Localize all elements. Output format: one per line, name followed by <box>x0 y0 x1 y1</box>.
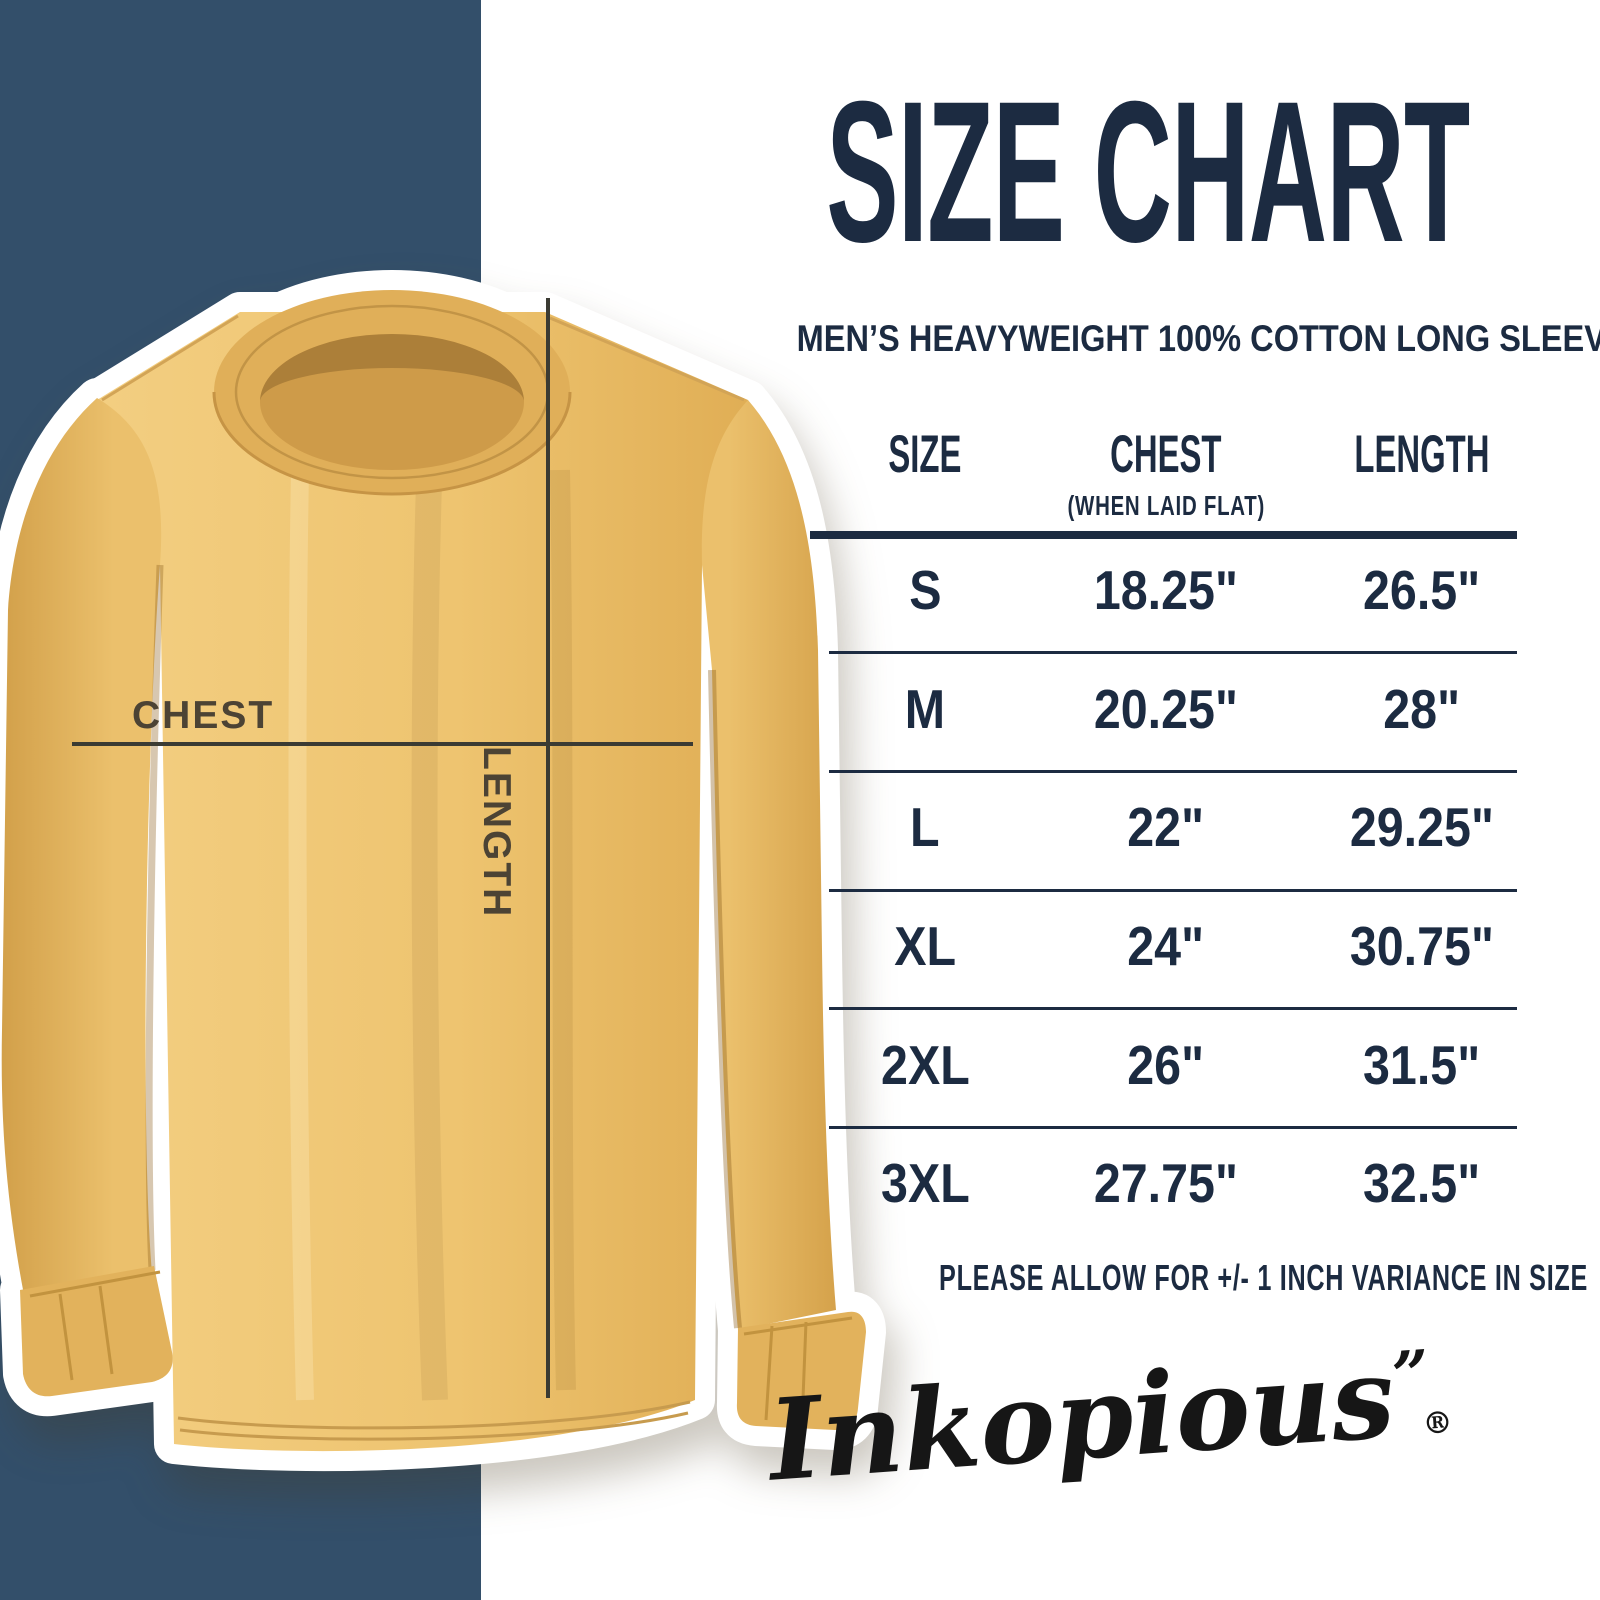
row-l-size: L <box>910 796 940 858</box>
row-3xl-chest: 27.75" <box>1093 1152 1239 1214</box>
length-measure-label: LENGTH <box>475 746 518 919</box>
row-xl-length: 30.75" <box>1349 915 1495 977</box>
row-divider <box>829 651 1517 654</box>
row-2xl-chest: 26" <box>1127 1034 1205 1096</box>
column-header-length: LENGTH <box>1354 425 1490 484</box>
chest-measure-line <box>72 742 693 746</box>
row-s-size: S <box>908 559 942 621</box>
row-2xl-size: 2XL <box>880 1034 970 1096</box>
page-subtitle: MEN’S HEAVYWEIGHT 100% COTTON LONG SLEEV… <box>740 320 1600 357</box>
row-3xl-length: 32.5" <box>1363 1152 1481 1214</box>
row-s-chest: 18.25" <box>1093 559 1239 621</box>
row-2xl-length: 31.5" <box>1363 1034 1481 1096</box>
row-l-length: 29.25" <box>1349 796 1495 858</box>
registered-trademark-icon: ® <box>1421 1405 1454 1443</box>
row-l-chest: 22" <box>1127 796 1205 858</box>
column-header-size: SIZE <box>888 425 962 484</box>
shirt-artwork <box>1 290 866 1452</box>
length-measure-line <box>546 298 550 1398</box>
shirt-left-sleeve <box>1 398 162 1295</box>
row-divider <box>829 1007 1517 1010</box>
shirt-right-sleeve <box>701 400 836 1330</box>
row-m-chest: 20.25" <box>1093 678 1239 740</box>
row-s-length: 26.5" <box>1363 559 1481 621</box>
chest-measure-label: CHEST <box>132 694 275 737</box>
row-xl-chest: 24" <box>1127 915 1205 977</box>
row-divider <box>829 889 1517 892</box>
row-m-size: M <box>904 678 946 740</box>
variance-note: PLEASE ALLOW FOR +/- 1 INCH VARIANCE IN … <box>939 1257 1589 1298</box>
hem-stitch <box>177 1400 691 1430</box>
page-subtitle-text: MEN’S HEAVYWEIGHT 100% COTTON LONG SLEEV… <box>796 318 1600 359</box>
shirt-left-cuff <box>20 1266 173 1397</box>
row-divider <box>829 1126 1517 1129</box>
chest-subnote: (WHEN LAID FLAT) <box>1067 490 1265 521</box>
row-m-length: 28" <box>1383 678 1461 740</box>
table-header-rule <box>810 531 1517 539</box>
shirt-right-cuff <box>736 1311 866 1430</box>
brush-flourish: ” <box>1389 1337 1422 1414</box>
row-divider <box>829 770 1517 773</box>
column-header-chest: CHEST <box>1110 425 1222 484</box>
shirt-photo <box>0 270 886 1472</box>
row-3xl-size: 3XL <box>880 1152 970 1214</box>
shirt-collar <box>212 290 572 496</box>
row-xl-size: XL <box>894 915 956 977</box>
page-title: SIZE CHART <box>826 61 1470 285</box>
shirt-body <box>97 312 748 1452</box>
